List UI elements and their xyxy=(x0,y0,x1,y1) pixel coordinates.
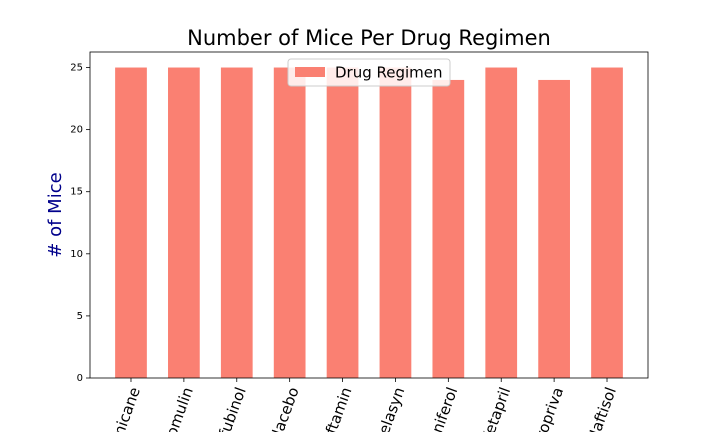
legend-swatch xyxy=(295,67,325,77)
x-tick-label: Infubinol xyxy=(211,385,250,432)
bar xyxy=(273,67,306,379)
x-tick-label: Naftisol xyxy=(584,385,620,432)
bar xyxy=(538,79,570,378)
y-axis-label: # of Mice xyxy=(45,172,66,257)
x-tick-label: Ketapril xyxy=(478,385,515,432)
legend-box xyxy=(287,58,451,87)
x-tick-label: Stelasyn xyxy=(370,385,409,432)
bar xyxy=(485,67,518,379)
plot-frame xyxy=(89,51,649,379)
y-tick-label: 25 xyxy=(70,63,83,74)
y-tick-label: 5 xyxy=(77,311,83,322)
y-tick-label: 20 xyxy=(70,125,83,136)
y-tick-label: 0 xyxy=(77,373,83,384)
chart-title: Number of Mice Per Drug Regimen xyxy=(187,26,551,50)
x-tick-label: Capomulin xyxy=(152,385,196,432)
legend: Drug Regimen xyxy=(287,58,451,87)
y-tick-label: 10 xyxy=(70,249,83,260)
x-tick-label: Zoniferol xyxy=(422,385,462,432)
x-tick-label: Placebo xyxy=(266,385,303,432)
x-tick-label: Ramicane xyxy=(102,385,144,432)
x-tick-label: Ceftamin xyxy=(315,385,355,432)
bar xyxy=(326,67,359,379)
y-tick-label: 15 xyxy=(70,187,83,198)
bar xyxy=(220,67,253,379)
bar xyxy=(115,67,147,379)
bar xyxy=(591,67,623,379)
x-tick-label: Propriva xyxy=(529,385,567,432)
legend-label: Drug Regimen xyxy=(335,64,443,82)
bar xyxy=(168,67,200,379)
bar xyxy=(432,79,465,378)
bar xyxy=(379,67,412,379)
